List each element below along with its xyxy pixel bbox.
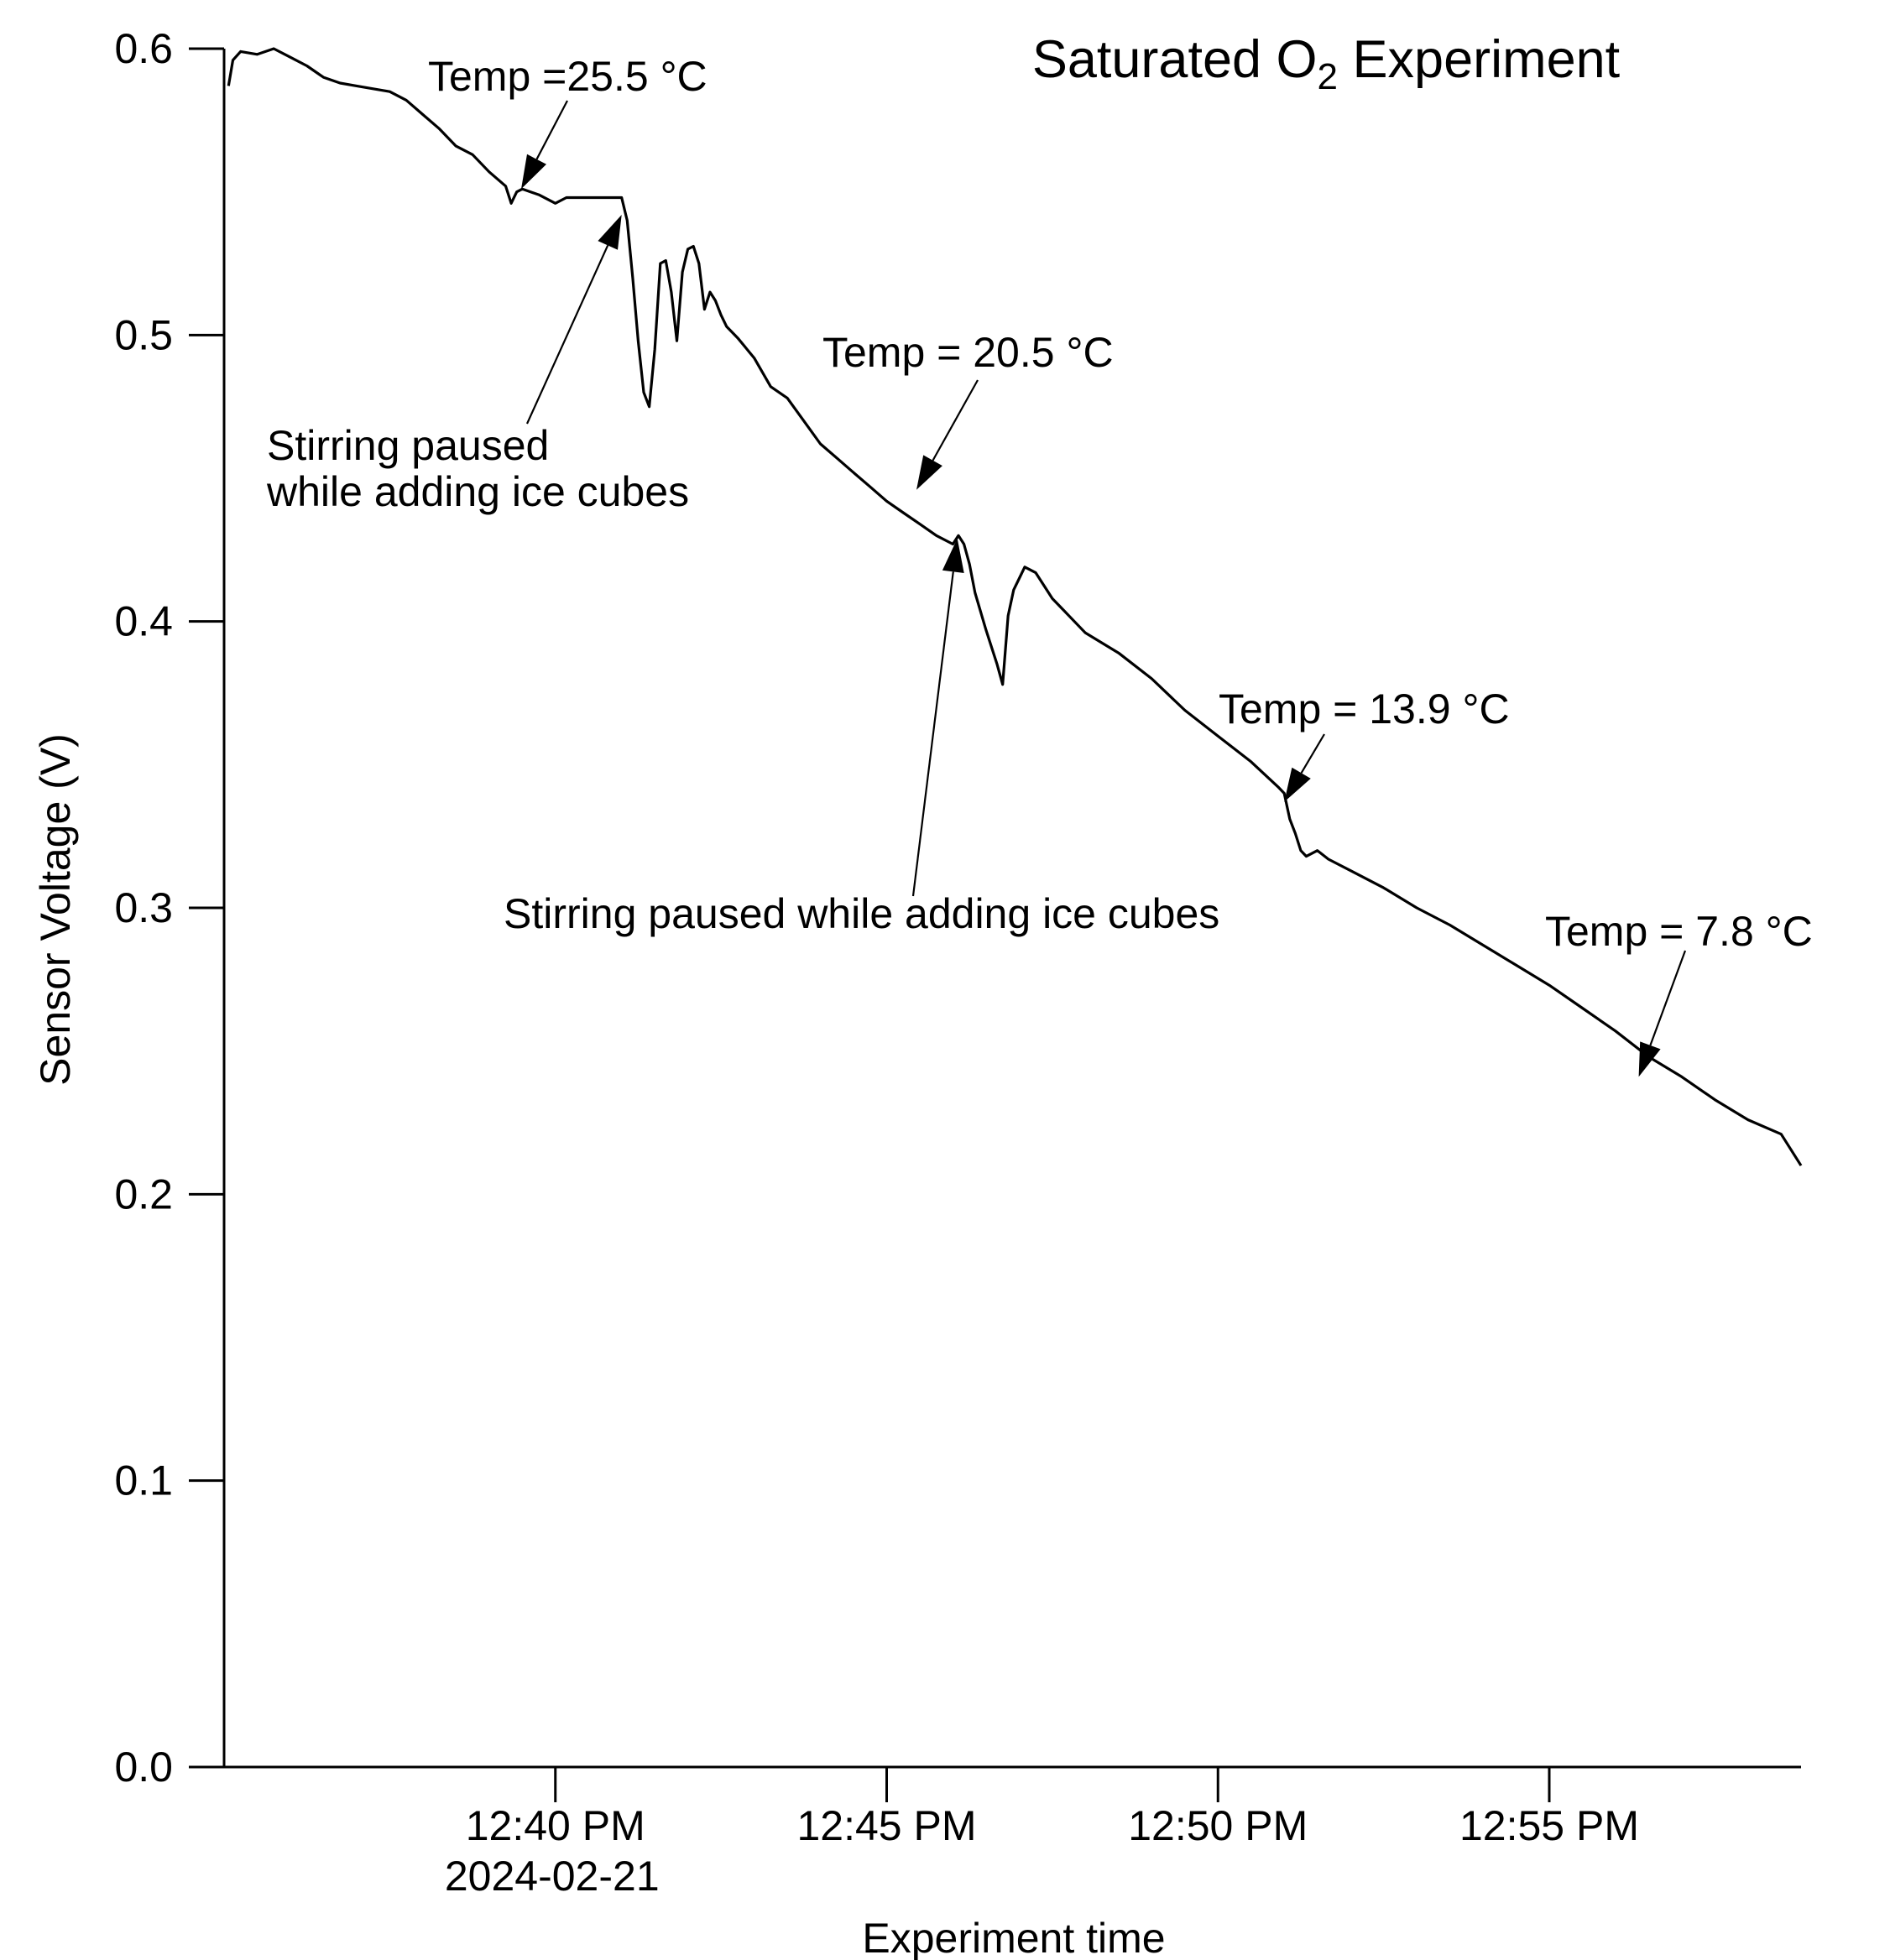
- annotation-label: Temp = 7.8 °C: [1545, 908, 1813, 955]
- annotation-arrow-line: [535, 100, 568, 160]
- annotation-arrowhead: [942, 538, 964, 573]
- y-tick-label: 0.4: [114, 598, 173, 645]
- annotation-arrowhead: [598, 215, 622, 250]
- annotation-arrow-line: [911, 571, 954, 897]
- annotation: Temp = 7.8 °C: [1545, 908, 1813, 1077]
- annotation-label: Temp = 20.5 °C: [822, 329, 1114, 376]
- chart-title-rest: Experiment: [1338, 30, 1621, 89]
- annotation: Stirring paused while adding ice cubes: [504, 538, 1219, 937]
- chart-title: Saturated O2 Experiment: [1032, 30, 1621, 97]
- y-tick-label: 0.3: [114, 884, 173, 931]
- annotation-arrow-line: [932, 379, 979, 461]
- x-axis-title: Experiment time: [862, 1915, 1165, 1960]
- annotation: Temp = 13.9 °C: [1219, 685, 1510, 802]
- annotation: Temp = 20.5 °C: [822, 329, 1114, 490]
- y-tick-label: 0.1: [114, 1457, 173, 1504]
- y-tick-label: 0.0: [114, 1744, 173, 1791]
- annotation-arrowhead: [1638, 1041, 1661, 1077]
- annotation-label: Stirring paused while adding ice cubes: [504, 890, 1219, 937]
- y-axis-title: Sensor Voltage (V): [32, 733, 79, 1086]
- annotation-label: Temp = 13.9 °C: [1219, 685, 1510, 732]
- annotation-arrow-line: [1300, 733, 1325, 774]
- annotation-arrowhead: [1284, 767, 1311, 802]
- series-line: [227, 47, 1803, 1167]
- x-tick-label: 12:40 PM: [466, 1802, 645, 1849]
- annotation-arrowhead: [521, 154, 546, 190]
- y-ticks: 0.0 0.1 0.2 0.3 0.4 0.5 0.6: [114, 25, 224, 1791]
- chart-title-subscript: 2: [1318, 56, 1338, 97]
- y-tick-label: 0.5: [114, 311, 173, 358]
- annotation-label: while adding ice cubes: [266, 468, 689, 515]
- series-layer: [227, 47, 1803, 1167]
- x-tick-date-label: 2024-02-21: [445, 1853, 660, 1900]
- x-tick-label: 12:45 PM: [796, 1802, 976, 1849]
- annotation-label: Temp =25.5 °C: [428, 53, 707, 100]
- x-tick-label: 12:50 PM: [1128, 1802, 1308, 1849]
- annotation: Temp =25.5 °C: [428, 53, 707, 190]
- annotation-label: Stirring paused: [267, 422, 549, 469]
- x-tick-label: 12:55 PM: [1459, 1802, 1639, 1849]
- annotation-arrowhead: [916, 455, 942, 490]
- y-tick-label: 0.6: [114, 25, 173, 72]
- chart-title-layer: Saturated O2 Experiment: [1032, 30, 1621, 97]
- annotation-arrow-line: [525, 244, 609, 425]
- annotation-arrow-line: [1649, 950, 1687, 1046]
- y-tick-label: 0.2: [114, 1170, 173, 1217]
- chart-title-main: Saturated O: [1032, 30, 1318, 89]
